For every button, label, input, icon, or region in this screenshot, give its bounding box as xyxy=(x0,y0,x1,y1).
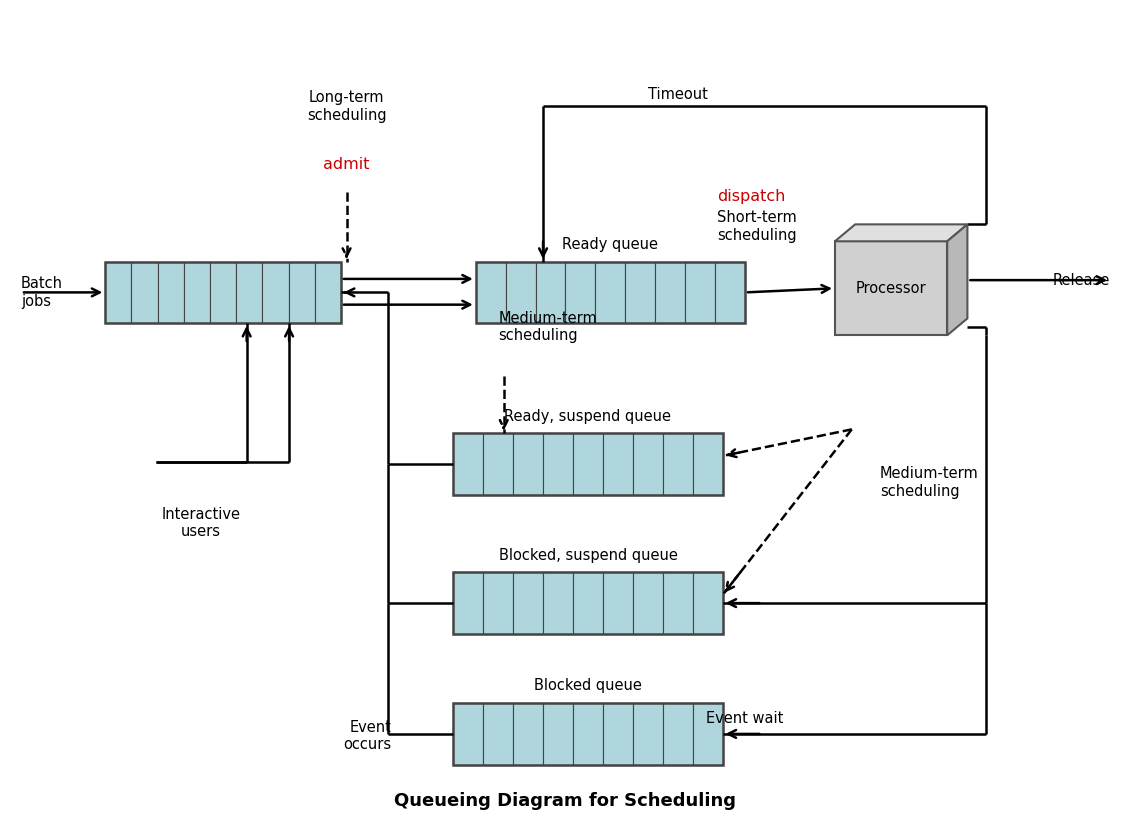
Bar xyxy=(236,262,262,323)
Bar xyxy=(105,262,340,323)
Bar xyxy=(483,434,513,495)
Bar xyxy=(543,434,573,495)
Bar xyxy=(692,703,723,765)
Text: Ready, suspend queue: Ready, suspend queue xyxy=(504,409,672,424)
Polygon shape xyxy=(835,225,967,241)
Bar xyxy=(483,703,513,765)
Bar xyxy=(603,572,633,634)
Bar xyxy=(454,434,723,495)
Bar xyxy=(454,572,483,634)
Bar xyxy=(483,572,513,634)
Bar xyxy=(184,262,210,323)
Bar xyxy=(454,703,483,765)
Bar xyxy=(210,262,236,323)
Polygon shape xyxy=(947,225,967,335)
Bar xyxy=(595,262,625,323)
Bar xyxy=(105,262,131,323)
Bar xyxy=(835,241,947,335)
Bar xyxy=(157,262,184,323)
Bar xyxy=(506,262,536,323)
Text: Event wait: Event wait xyxy=(707,710,784,726)
Text: admit: admit xyxy=(323,157,370,172)
Text: Long-term
scheduling: Long-term scheduling xyxy=(307,90,387,123)
Bar xyxy=(685,262,715,323)
Text: Medium-term
scheduling: Medium-term scheduling xyxy=(880,466,978,499)
Bar xyxy=(655,262,685,323)
Bar xyxy=(454,703,723,765)
Text: Release: Release xyxy=(1053,273,1110,287)
Bar xyxy=(663,572,692,634)
Bar xyxy=(603,703,633,765)
Text: Interactive
users: Interactive users xyxy=(161,507,240,539)
Bar xyxy=(573,703,603,765)
Bar xyxy=(633,703,663,765)
Text: Ready queue: Ready queue xyxy=(562,237,658,252)
Text: Queueing Diagram for Scheduling: Queueing Diagram for Scheduling xyxy=(395,791,736,809)
Bar xyxy=(573,434,603,495)
Text: dispatch: dispatch xyxy=(717,189,785,205)
Bar xyxy=(566,262,595,323)
Bar xyxy=(262,262,288,323)
Text: Blocked queue: Blocked queue xyxy=(534,678,642,694)
Bar xyxy=(663,434,692,495)
Bar xyxy=(543,703,573,765)
Bar xyxy=(633,572,663,634)
Text: Event
occurs: Event occurs xyxy=(344,719,391,752)
Bar xyxy=(513,703,543,765)
Bar xyxy=(543,572,573,634)
Text: Short-term
scheduling: Short-term scheduling xyxy=(717,211,797,243)
Bar xyxy=(513,434,543,495)
Bar xyxy=(513,572,543,634)
Text: Timeout: Timeout xyxy=(648,88,708,102)
Bar xyxy=(288,262,314,323)
Bar xyxy=(536,262,566,323)
Bar xyxy=(573,572,603,634)
Bar xyxy=(633,434,663,495)
Bar xyxy=(625,262,655,323)
Bar xyxy=(476,262,506,323)
Bar xyxy=(692,572,723,634)
Text: Batch
jobs: Batch jobs xyxy=(21,276,63,309)
Bar xyxy=(314,262,340,323)
Bar xyxy=(131,262,157,323)
Text: Blocked, suspend queue: Blocked, suspend queue xyxy=(499,548,677,563)
Bar xyxy=(663,703,692,765)
Bar xyxy=(454,572,723,634)
Bar xyxy=(692,434,723,495)
Bar xyxy=(476,262,745,323)
Bar xyxy=(603,434,633,495)
Bar xyxy=(715,262,745,323)
Text: Medium-term
scheduling: Medium-term scheduling xyxy=(498,311,597,344)
Text: Processor: Processor xyxy=(856,281,926,296)
Bar xyxy=(454,434,483,495)
